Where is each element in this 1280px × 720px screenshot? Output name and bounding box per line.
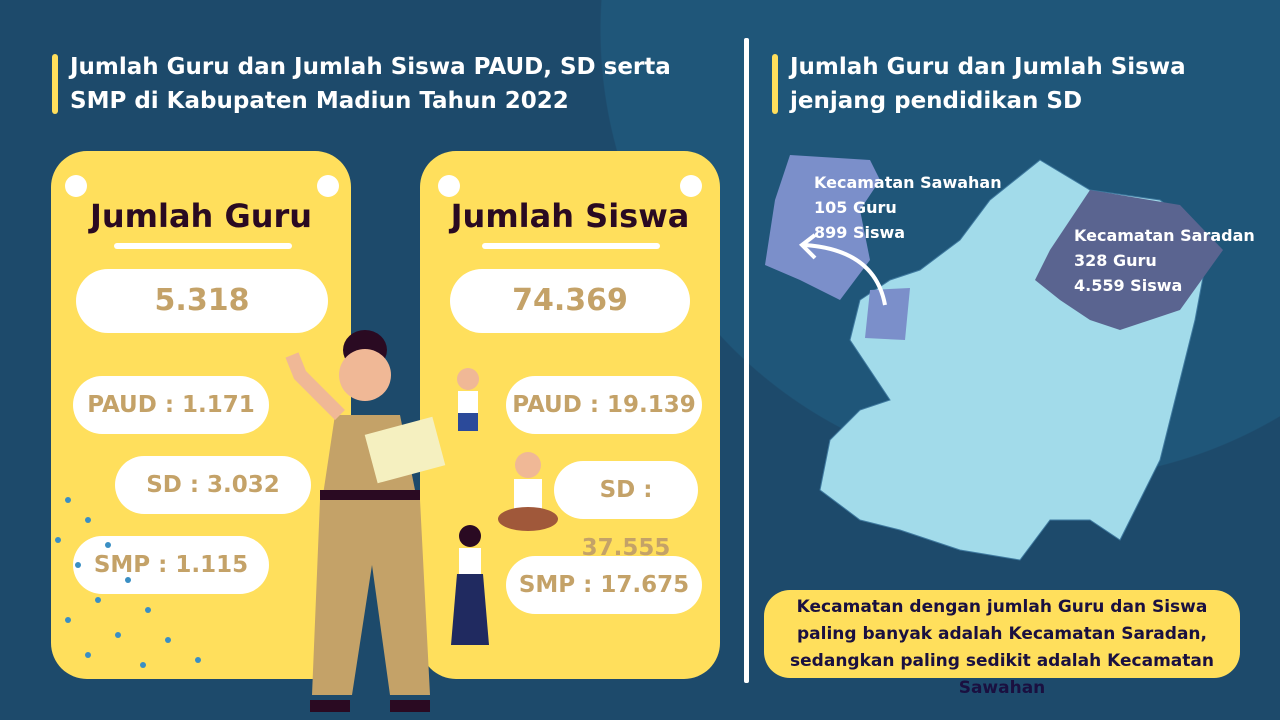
guru-card: Jumlah Guru 5.318 PAUD : 1.171 SD : 3.03… [51, 151, 351, 679]
right-title: Jumlah Guru dan Jumlah Siswa jenjang pen… [772, 50, 1212, 118]
saradan-siswa: 4.559 Siswa [1074, 276, 1183, 295]
saradan-guru: 328 Guru [1074, 251, 1157, 270]
card-hole [65, 175, 87, 197]
student-sd-illustration [498, 452, 558, 531]
card-hole [680, 175, 702, 197]
guru-paud: PAUD : 1.171 [73, 376, 269, 434]
siswa-total: 74.369 [450, 269, 690, 333]
guru-heading: Jumlah Guru [89, 197, 313, 235]
heading-underline [114, 243, 292, 249]
teacher-illustration [285, 330, 446, 712]
student-smp-illustration [451, 525, 489, 645]
saradan-name: Kecamatan Saradan [1074, 226, 1255, 245]
map-arrow [804, 243, 887, 306]
guru-sd: SD : 3.032 [115, 456, 311, 514]
decorative-dots [55, 497, 201, 668]
sawahan-guru: 105 Guru [814, 198, 897, 217]
guru-smp: SMP : 1.115 [73, 536, 269, 594]
map-arrow-head [798, 233, 817, 260]
map-district-saradan [1035, 190, 1223, 330]
siswa-smp: SMP : 17.675 [506, 556, 702, 614]
guru-total: 5.318 [76, 269, 328, 333]
sawahan-siswa: 899 Siswa [814, 223, 906, 242]
siswa-sd: SD : 37.555 [554, 461, 698, 561]
madiun-map [765, 155, 1223, 561]
sawahan-name: Kecamatan Sawahan [814, 173, 1002, 192]
sawahan-label: Kecamatan Sawahan 105 Guru 899 Siswa [814, 170, 1002, 245]
card-hole [317, 175, 339, 197]
summary-note: Kecamatan dengan jumlah Guru dan Siswa p… [764, 590, 1240, 698]
map-district-sawahan-inner [865, 288, 910, 340]
student-paud-illustration [457, 368, 479, 431]
siswa-paud: PAUD : 19.139 [506, 376, 702, 434]
map-district-sawahan [765, 155, 880, 300]
heading-underline [482, 243, 660, 249]
saradan-label: Kecamatan Saradan 328 Guru 4.559 Siswa [1074, 223, 1264, 298]
left-title: Jumlah Guru dan Jumlah Siswa PAUD, SD se… [52, 50, 712, 118]
divider [744, 38, 749, 683]
siswa-heading: Jumlah Siswa [450, 197, 690, 235]
card-hole [438, 175, 460, 197]
